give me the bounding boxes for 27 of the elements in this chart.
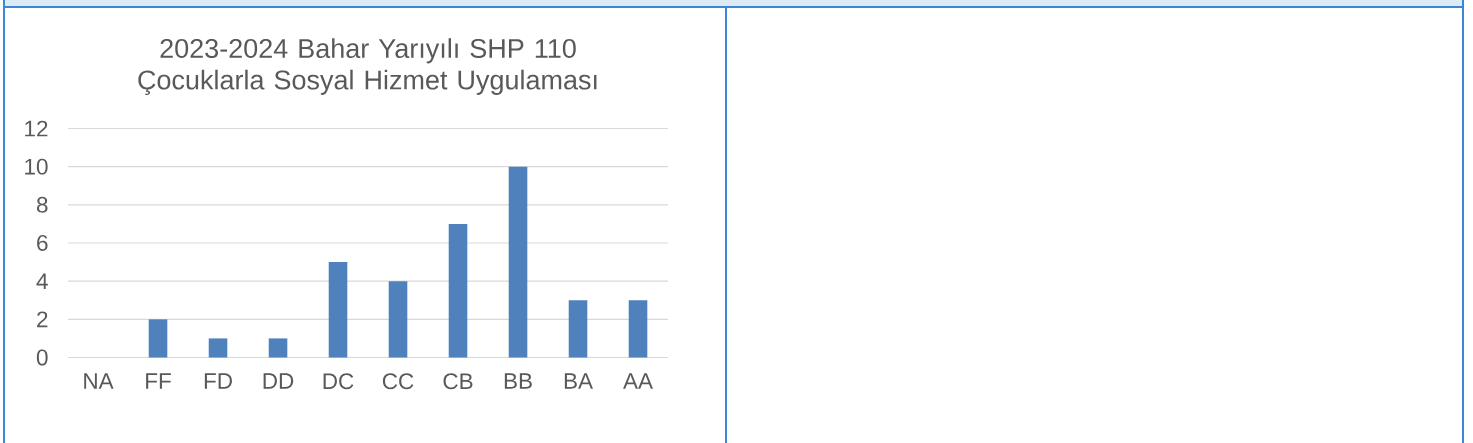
bar [268,338,288,358]
bar [448,223,468,358]
x-tick-label: FD [204,373,232,389]
x-tick-label: CB [443,373,473,390]
bar [568,300,588,358]
x-tick-label: CC [382,373,414,390]
y-tick-label: 10 [25,158,48,175]
bar [148,319,168,358]
y-tick-label: 12 [25,120,48,137]
x-tick-label: DD [263,373,294,389]
x-tick-label: NA [84,373,114,389]
x-tick-label: BB [504,373,532,389]
y-tick-label: 2 [37,311,48,328]
x-tick-label: FF [146,373,171,389]
x-tick-label: AA [623,373,653,389]
bar [628,300,648,358]
y-tick-label: 4 [36,273,48,289]
bar [388,281,408,358]
bar [508,166,528,358]
y-tick-label: 8 [36,196,48,213]
y-tick-label: 6 [37,235,48,251]
bar [208,338,228,358]
x-tick-label: DC [323,373,354,390]
chart-title: 2023-2024 Bahar Yarıyılı SHP 110 Çocuklarla Sosyal Hizmet Uygulaması [138,38,597,95]
x-tick-label: BA [564,373,593,389]
bar [328,262,348,358]
y-tick-label: 0 [36,349,48,366]
